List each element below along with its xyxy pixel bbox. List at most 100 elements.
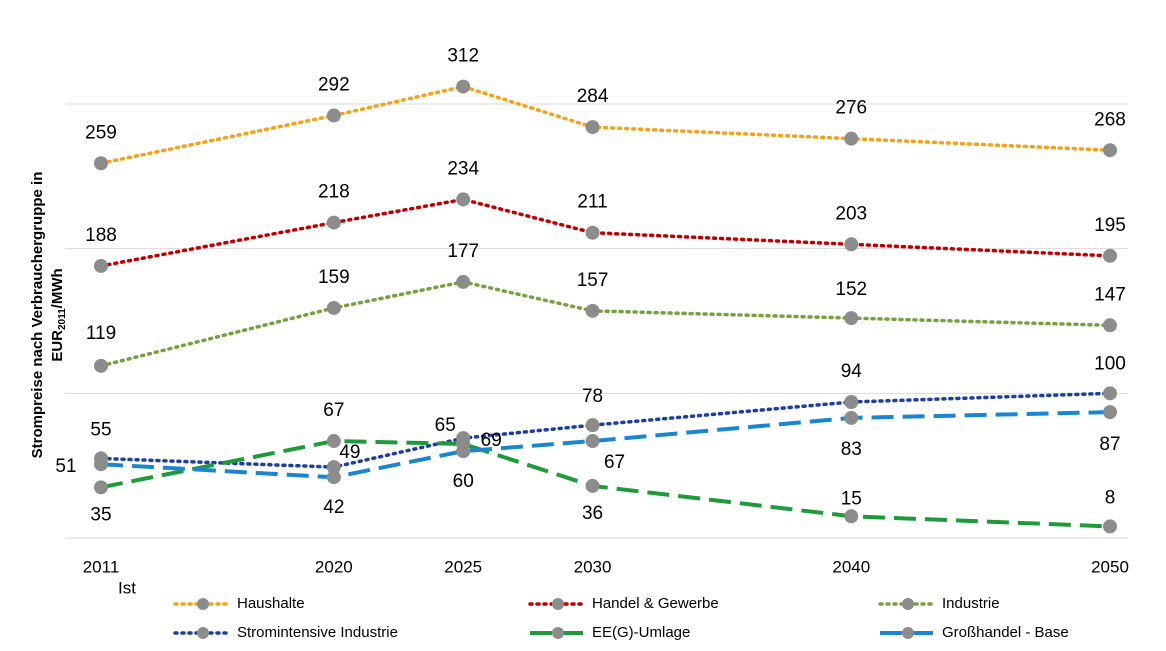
data-label: 83 <box>841 439 862 460</box>
data-label: 177 <box>447 241 479 262</box>
marker <box>585 478 600 493</box>
legend-label: Stromintensive Industrie <box>237 624 398 641</box>
data-label: 159 <box>318 267 350 288</box>
data-label: 36 <box>582 503 603 524</box>
marker <box>456 444 471 459</box>
marker <box>585 120 600 135</box>
legend-marker <box>197 598 209 610</box>
legend-label: Haushalte <box>237 595 305 612</box>
data-label: 218 <box>318 182 350 203</box>
marker <box>94 480 108 495</box>
marker <box>844 311 859 326</box>
marker <box>94 258 108 273</box>
data-label: 203 <box>835 203 867 224</box>
marker <box>1103 143 1117 158</box>
marker <box>1103 318 1117 333</box>
legend-label: Industrie <box>942 595 1000 612</box>
data-label: 312 <box>447 46 479 67</box>
marker <box>585 418 600 433</box>
marker <box>326 108 341 123</box>
marker <box>844 131 859 146</box>
series-line <box>100 439 1111 529</box>
marker <box>456 274 471 289</box>
marker <box>585 303 600 318</box>
series-line <box>99 280 1112 368</box>
data-label: 152 <box>835 279 867 300</box>
legend-label: EE(G)-Umlage <box>592 624 690 641</box>
series-line <box>99 84 1112 166</box>
marker <box>1103 248 1117 263</box>
data-label: 69 <box>481 430 502 451</box>
marker <box>1103 405 1117 420</box>
data-label: 195 <box>1094 215 1126 236</box>
data-label: 100 <box>1094 353 1126 374</box>
data-label: 276 <box>835 98 867 119</box>
data-label: 292 <box>318 75 350 96</box>
y-label-sub: 2011 <box>57 308 68 330</box>
data-label: 188 <box>85 225 117 246</box>
marker <box>585 225 600 240</box>
marker <box>844 509 859 524</box>
marker <box>94 457 108 472</box>
marker <box>326 434 341 449</box>
series-line <box>99 197 1112 268</box>
data-label: 87 <box>1099 434 1120 455</box>
data-label: 51 <box>55 456 76 477</box>
marker <box>94 156 108 171</box>
marker <box>94 358 108 373</box>
data-label: 55 <box>90 419 111 440</box>
legend-marker <box>902 627 914 639</box>
marker <box>456 192 471 207</box>
x-tick-label: 2020 <box>315 557 353 576</box>
data-label: 119 <box>86 323 116 344</box>
data-label: 268 <box>1094 109 1126 130</box>
data-label: 94 <box>841 361 863 382</box>
data-label: 78 <box>582 386 603 407</box>
marker <box>844 394 859 409</box>
data-label: 67 <box>323 400 344 421</box>
data-label: 8 <box>1105 487 1116 508</box>
legend-marker <box>552 598 564 610</box>
legend-marker <box>552 627 564 639</box>
x-tick-label: 2011 <box>83 557 120 576</box>
data-label: 65 <box>435 415 456 436</box>
y-axis-label: Strompreise nach Verbrauchergruppe in EU… <box>29 172 68 459</box>
legend-label: Großhandel - Base <box>942 624 1069 641</box>
annotation: Ist <box>118 578 136 597</box>
marker <box>585 434 600 449</box>
legend-marker <box>197 627 209 639</box>
data-label: 234 <box>447 158 479 179</box>
marker <box>326 470 341 485</box>
data-label: 67 <box>604 452 625 473</box>
marker <box>326 215 341 230</box>
legend-label: Handel & Gewerbe <box>592 595 719 612</box>
marker <box>844 237 859 252</box>
y-label-part: /MWh <box>49 268 66 308</box>
marker <box>326 300 341 315</box>
data-label: 49 <box>339 442 360 463</box>
y-label-line1: Strompreise nach Verbrauchergruppe in <box>29 172 46 459</box>
data-label: 284 <box>577 86 609 107</box>
x-tick-label: 2040 <box>832 557 870 576</box>
x-tick-label: 2030 <box>574 557 612 576</box>
y-label-part: EUR <box>49 330 66 362</box>
series-line <box>99 391 1112 469</box>
x-tick-label: 2050 <box>1091 557 1129 576</box>
marker <box>326 460 341 475</box>
x-tick-label: 2025 <box>444 557 482 576</box>
data-label: 42 <box>323 497 344 518</box>
data-label: 60 <box>453 471 474 492</box>
data-label: 157 <box>577 270 609 291</box>
series-line <box>100 410 1111 480</box>
data-label: 147 <box>1094 284 1126 305</box>
data-label: 259 <box>85 122 117 143</box>
marker <box>1103 386 1117 401</box>
legend-marker <box>902 598 914 610</box>
data-label: 35 <box>90 504 111 525</box>
marker <box>844 410 859 425</box>
marker <box>456 79 471 94</box>
y-label-line2: EUR2011/MWh <box>49 268 68 361</box>
